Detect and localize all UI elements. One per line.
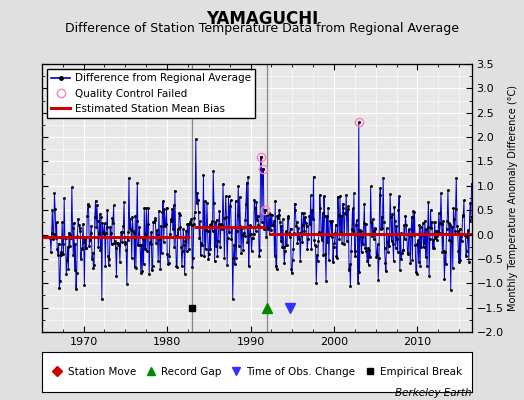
Text: YAMAGUCHI: YAMAGUCHI xyxy=(206,10,318,28)
Legend: Station Move, Record Gap, Time of Obs. Change, Empirical Break: Station Move, Record Gap, Time of Obs. C… xyxy=(48,364,466,380)
Y-axis label: Monthly Temperature Anomaly Difference (°C): Monthly Temperature Anomaly Difference (… xyxy=(508,85,518,311)
Legend: Difference from Regional Average, Quality Control Failed, Estimated Station Mean: Difference from Regional Average, Qualit… xyxy=(47,69,255,118)
Text: Berkeley Earth: Berkeley Earth xyxy=(395,388,472,398)
Text: Difference of Station Temperature Data from Regional Average: Difference of Station Temperature Data f… xyxy=(65,22,459,35)
